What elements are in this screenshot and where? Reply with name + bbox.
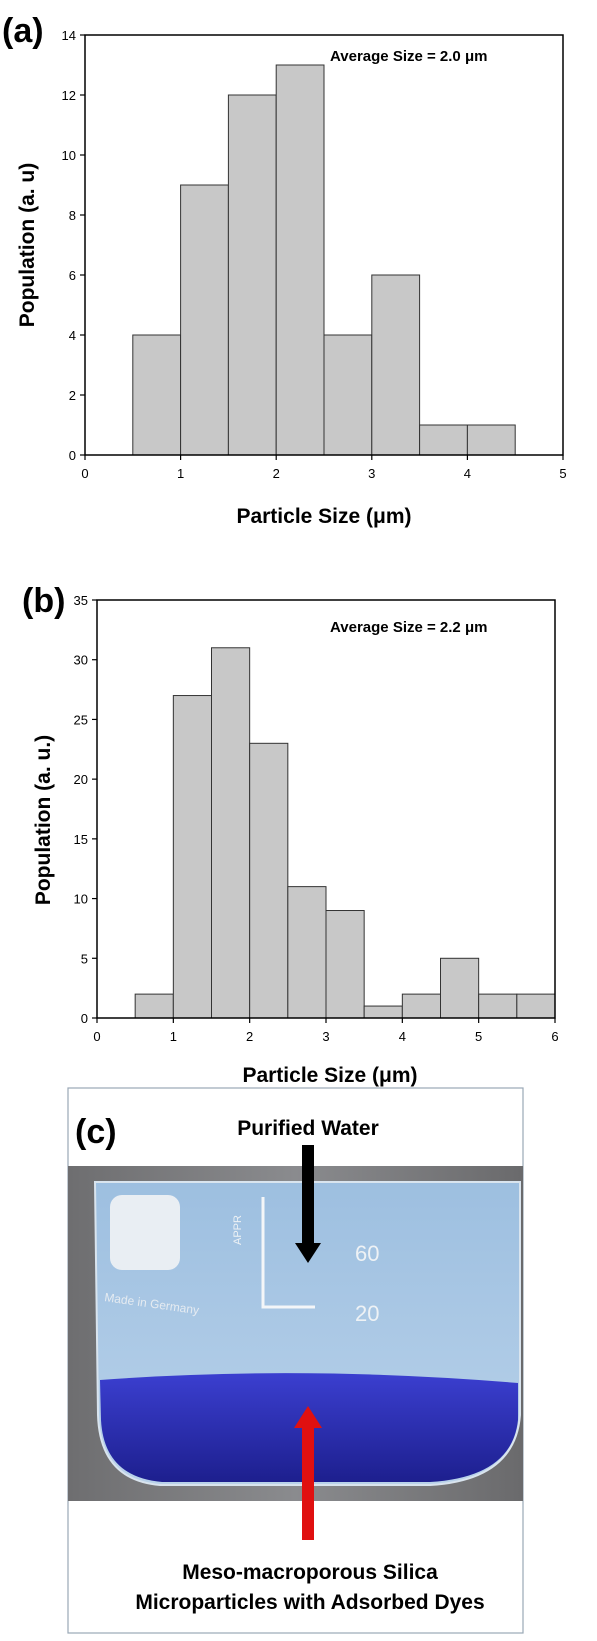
bars-group-a [132, 64, 516, 456]
histogram-bar-a-0 [132, 334, 182, 456]
x-tick-label-b-4: 4 [399, 1029, 406, 1044]
y-tick-label-a-2: 4 [69, 328, 76, 343]
bottom-caption-line2: Microparticles with Adsorbed Dyes [135, 1591, 484, 1614]
y-tick-label-b-7: 35 [74, 593, 88, 608]
y-tick-label-a-5: 10 [62, 148, 76, 163]
histogram-bar-b-3 [249, 742, 289, 1019]
x-axis-title-a: Particle Size (μm) [236, 505, 411, 528]
bars-group-b [134, 647, 556, 1019]
bottom-caption-line1: Meso-macroporous Silica [182, 1561, 438, 1584]
x-tick-label-a-2: 2 [273, 466, 280, 481]
x-tick-label-b-2: 2 [246, 1029, 253, 1044]
y-tick-label-a-0: 0 [69, 448, 76, 463]
x-tick-label-b-0: 0 [93, 1029, 100, 1044]
y-tick-label-b-4: 20 [74, 772, 88, 787]
y-axis-title-b: Population (a. u.) [32, 735, 55, 905]
histogram-bar-b-4 [287, 886, 327, 1019]
x-tick-label-a-4: 4 [464, 466, 471, 481]
beaker-graduation-box [261, 1197, 315, 1309]
bottom-arrow-shaft [302, 1427, 314, 1540]
y-tick-label-a-7: 14 [62, 28, 76, 43]
y-tick-label-a-3: 6 [69, 268, 76, 283]
y-tick-label-b-1: 5 [81, 951, 88, 966]
annotation-b: Average Size = 2.2 μm [330, 619, 487, 636]
y-tick-label-b-3: 15 [74, 832, 88, 847]
y-axis-title-a: Population (a. u) [16, 163, 39, 327]
histogram-bar-b-2 [211, 647, 251, 1019]
histogram-bar-b-9 [478, 993, 518, 1019]
annotation-a: Average Size = 2.0 μm [330, 48, 487, 65]
y-tick-label-a-1: 2 [69, 388, 76, 403]
y-tick-label-b-0: 0 [81, 1011, 88, 1026]
panel-label-b: (b) [22, 582, 65, 620]
y-tick-label-a-4: 8 [69, 208, 76, 223]
x-axis-title-b: Particle Size (μm) [242, 1064, 417, 1087]
histogram-bar-a-2 [227, 94, 277, 456]
histogram-bar-b-0 [134, 993, 174, 1019]
x-tick-label-a-1: 1 [177, 466, 184, 481]
x-tick-label-b-1: 1 [170, 1029, 177, 1044]
beaker-mark-60: 60 [355, 1241, 379, 1266]
y-tick-label-a-6: 12 [62, 88, 76, 103]
x-tick-label-a-5: 5 [559, 466, 566, 481]
y-tick-label-b-5: 25 [74, 712, 88, 727]
x-tick-label-a-3: 3 [368, 466, 375, 481]
histogram-bar-a-1 [180, 184, 229, 456]
histogram-bar-b-10 [516, 993, 556, 1019]
top-caption: Purified Water [237, 1117, 379, 1140]
ticks-group-b: 0 1 2 3 4 5 6 0 5 10 15 20 25 30 35 [74, 593, 559, 1044]
beaker-mark-20: 20 [355, 1301, 379, 1326]
histogram-bar-a-7 [466, 424, 516, 456]
y-tick-label-b-2: 10 [74, 892, 88, 907]
top-arrow-shaft [302, 1145, 314, 1247]
x-tick-label-b-5: 5 [475, 1029, 482, 1044]
x-tick-label-a-0: 0 [81, 466, 88, 481]
histogram-bar-a-3 [275, 64, 325, 456]
beaker-photo-panel: 60 20 APPR Made in Germany (c) Purified … [67, 1087, 524, 1634]
histogram-bar-b-5 [325, 910, 365, 1019]
panel-label-a: (a) [2, 12, 44, 50]
beaker-text: APPR [232, 1215, 244, 1245]
beaker-label-patch [110, 1195, 180, 1270]
x-tick-label-b-3: 3 [322, 1029, 329, 1044]
histogram-bar-b-1 [172, 695, 212, 1019]
histogram-bar-a-6 [419, 424, 468, 456]
histogram-bar-b-7 [401, 993, 442, 1019]
plot-frame-a [84, 34, 564, 456]
y-tick-label-b-6: 30 [74, 653, 88, 668]
top-arrow-head [295, 1243, 321, 1263]
histogram-b: (b) 0 1 2 3 4 5 6 0 5 10 15 20 25 30 35 Average Size =… [22, 582, 559, 1087]
histogram-bar-b-8 [440, 957, 480, 1019]
histogram-bar-a-4 [323, 334, 373, 456]
histogram-bar-b-6 [363, 1005, 403, 1019]
x-tick-label-b-6: 6 [551, 1029, 558, 1044]
histogram-bar-a-5 [371, 274, 421, 456]
panel-label-c: (c) [75, 1113, 117, 1151]
bottom-arrow-head [294, 1406, 322, 1428]
